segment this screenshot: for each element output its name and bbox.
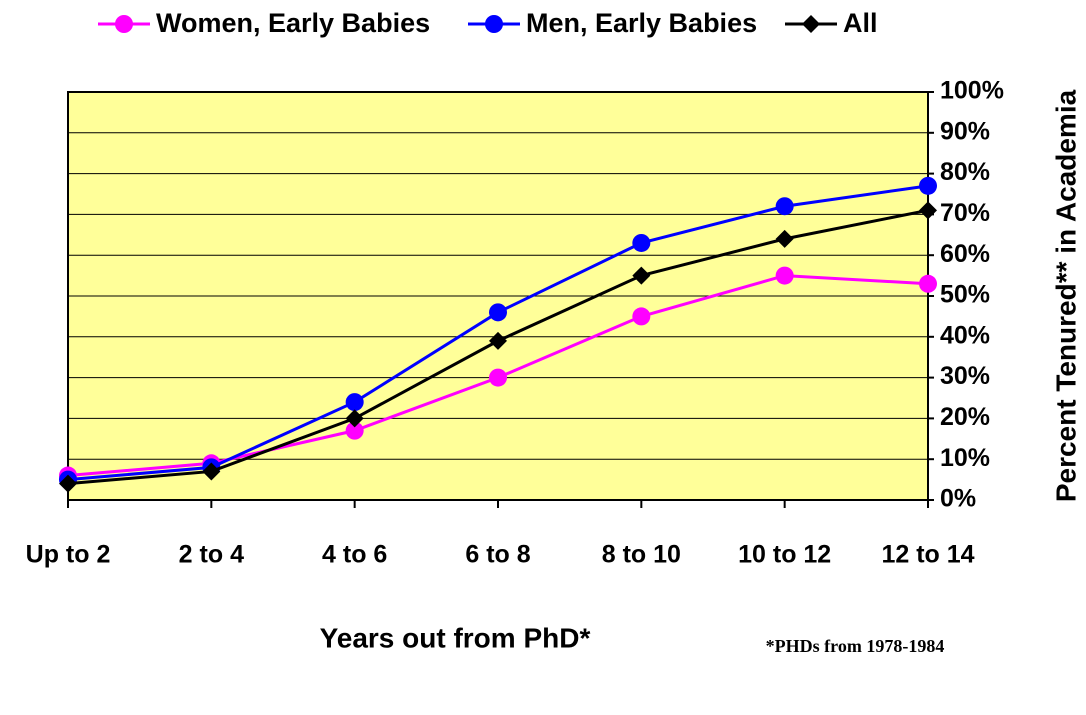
x-axis-title: Years out from PhD* bbox=[320, 622, 591, 653]
data-point bbox=[489, 368, 507, 387]
x-tick-label: 2 to 4 bbox=[179, 541, 244, 569]
x-tick-label: 10 to 12 bbox=[738, 541, 831, 569]
x-tick-label: 4 to 6 bbox=[322, 541, 387, 569]
legend-marker bbox=[115, 15, 133, 33]
data-point bbox=[919, 176, 937, 195]
data-point bbox=[489, 331, 507, 350]
data-point bbox=[345, 421, 364, 440]
y-tick-label: 30% bbox=[940, 362, 990, 390]
y-tick-label: 10% bbox=[940, 444, 990, 472]
y-tick-label: 60% bbox=[940, 240, 990, 268]
x-tick-label: 12 to 14 bbox=[881, 541, 974, 569]
data-point bbox=[59, 474, 77, 493]
legend-label: Men, Early Babies bbox=[526, 8, 757, 38]
data-point bbox=[775, 229, 794, 248]
y-tick-label: 70% bbox=[940, 199, 990, 227]
y-tick-label: 0% bbox=[940, 485, 976, 513]
x-tick-label: Up to 2 bbox=[26, 541, 111, 569]
data-point bbox=[202, 462, 221, 481]
x-tick-label: 6 to 8 bbox=[465, 541, 530, 569]
data-point bbox=[345, 409, 364, 428]
legend-label: Women, Early Babies bbox=[156, 8, 430, 38]
y-axis-title: Percent Tenured** in Academia bbox=[1050, 89, 1081, 502]
data-point bbox=[632, 307, 651, 326]
legend-marker bbox=[485, 15, 503, 33]
y-tick-label: 100% bbox=[940, 77, 1004, 105]
x-tick-label: 8 to 10 bbox=[602, 541, 681, 569]
data-point bbox=[632, 233, 651, 252]
data-point bbox=[919, 201, 937, 220]
y-tick-label: 20% bbox=[940, 403, 990, 431]
y-tick-label: 50% bbox=[940, 281, 990, 309]
legend-marker bbox=[802, 15, 820, 33]
y-tick-label: 90% bbox=[940, 117, 990, 145]
data-point bbox=[632, 266, 651, 285]
data-point bbox=[489, 303, 507, 322]
legend-label: All bbox=[843, 8, 878, 38]
y-tick-label: 40% bbox=[940, 321, 990, 349]
annotation: *PHDs from 1978-1984 bbox=[766, 636, 945, 656]
data-point bbox=[775, 266, 794, 285]
data-point bbox=[345, 393, 364, 412]
y-tick-label: 80% bbox=[940, 158, 990, 186]
data-point bbox=[775, 197, 794, 216]
data-point bbox=[919, 274, 937, 293]
